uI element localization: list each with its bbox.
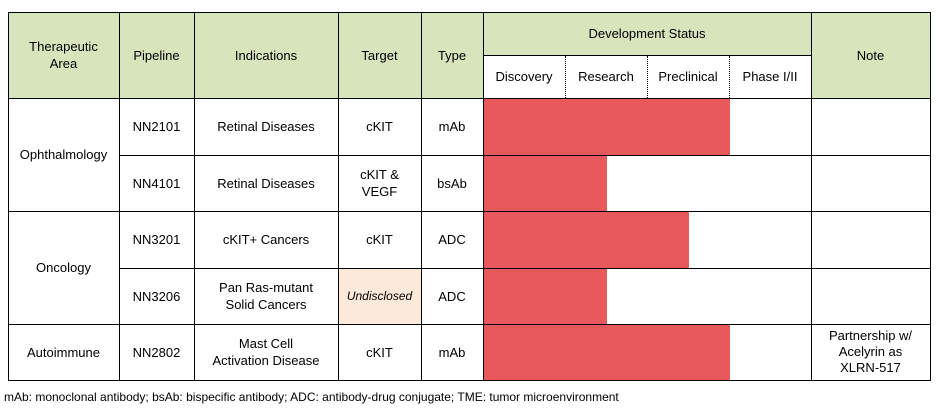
progress-bar xyxy=(484,269,607,324)
progress-bar xyxy=(484,325,730,380)
header-target: Target xyxy=(338,12,421,98)
indication-cell: Retinal Diseases xyxy=(217,175,315,191)
grid-line xyxy=(8,12,930,13)
target-cell-undisclosed: Undisclosed xyxy=(338,268,421,324)
grid-line xyxy=(338,12,339,381)
indication-cell: Mast Cell Activation Disease xyxy=(212,336,320,368)
area-autoimmune: Autoimmune xyxy=(27,344,100,360)
area-oncology: Oncology xyxy=(36,260,91,275)
type-cell: ADC xyxy=(438,288,466,304)
target-cell: cKIT xyxy=(366,344,393,360)
progress-bar xyxy=(484,99,730,155)
pipeline-cell: NN3201 xyxy=(132,232,181,247)
grid-line xyxy=(119,268,930,269)
type-cell: ADC xyxy=(438,232,466,247)
progress-bar xyxy=(484,156,607,211)
type-cell: mAb xyxy=(438,344,466,360)
stage-phase-1-2: Phase I/II xyxy=(742,69,798,84)
stage-discovery: Discovery xyxy=(495,69,553,84)
footer-abbreviations: mAb: monoclonal antibody; bsAb: bispecif… xyxy=(4,390,619,404)
grid-line xyxy=(483,12,484,381)
grid-line xyxy=(8,98,930,99)
grid-line xyxy=(8,324,930,325)
grid-line xyxy=(930,12,931,381)
grid-line xyxy=(421,12,422,381)
progress-bar xyxy=(484,212,689,268)
header-indications: Indications xyxy=(194,12,338,98)
stage-divider xyxy=(565,56,566,98)
grid-line xyxy=(119,12,120,381)
pipeline-cell: NN3206 xyxy=(132,288,181,304)
type-cell: bsAb xyxy=(437,175,467,191)
stage-divider xyxy=(729,56,730,98)
pipeline-cell: NN2101 xyxy=(132,119,181,134)
indication-cell: Retinal Diseases xyxy=(217,119,315,134)
grid-line xyxy=(119,155,930,156)
grid-line xyxy=(8,380,930,381)
target-cell: cKIT & VEGF xyxy=(360,167,399,199)
target-cell: cKIT xyxy=(366,119,393,134)
grid-line xyxy=(8,12,9,381)
header-note: Note xyxy=(811,12,930,98)
type-cell: mAb xyxy=(438,119,466,134)
stage-preclinical: Preclinical xyxy=(658,69,718,84)
pipeline-table: Therapeutic Area Pipeline Indications Ta… xyxy=(8,12,931,381)
target-cell: cKIT xyxy=(366,232,393,247)
pipeline-cell: NN2802 xyxy=(132,344,181,360)
grid-line xyxy=(811,12,812,381)
note-cell: Partnership w/ Acelyrin as XLRN-517 xyxy=(828,328,913,375)
stage-research: Research xyxy=(578,69,634,84)
stage-divider xyxy=(647,56,648,98)
area-ophthalmology: Ophthalmology xyxy=(19,147,108,162)
indication-cell: cKIT+ Cancers xyxy=(222,232,310,247)
grid-line xyxy=(8,211,930,212)
pipeline-cell: NN4101 xyxy=(132,175,181,191)
header-development-status: Development Status xyxy=(483,12,811,55)
grid-line xyxy=(483,55,811,56)
header-type: Type xyxy=(421,12,483,98)
indication-cell: Pan Ras-mutant Solid Cancers xyxy=(219,280,313,312)
header-pipeline: Pipeline xyxy=(119,12,194,98)
header-therapeutic-area: Therapeutic Area xyxy=(8,12,119,98)
grid-line xyxy=(194,12,195,381)
